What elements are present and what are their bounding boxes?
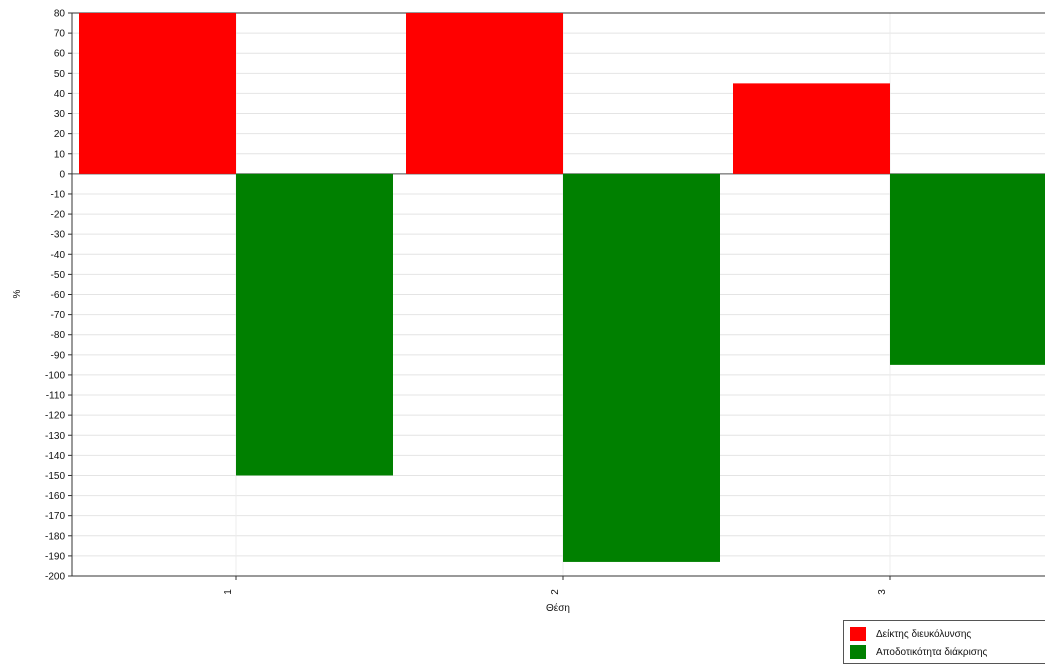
x-tick-label: 2 [550, 589, 561, 595]
bar [236, 173, 393, 476]
y-tick-label: -20 [51, 210, 66, 221]
y-tick-label: -200 [45, 572, 65, 583]
legend-swatch-red [850, 627, 866, 641]
bar [890, 173, 1045, 365]
y-tick-label: 10 [54, 149, 66, 160]
y-tick-label: -60 [51, 290, 66, 301]
y-tick-label: -50 [51, 270, 66, 281]
bar [406, 13, 563, 174]
y-tick-label: -130 [45, 431, 65, 442]
y-axis-ticks: 80 70 60 50 40 30 20 10 0 -10 -20 -30 -40 -50 -60 -70 -8… [45, 9, 72, 583]
y-tick-label: 30 [54, 109, 66, 120]
y-tick-label: -30 [51, 230, 66, 241]
legend-swatch-green [850, 645, 866, 659]
y-tick-label: 70 [54, 29, 66, 40]
x-tick-label: 1 [223, 589, 234, 595]
y-tick-label: -170 [45, 511, 65, 522]
legend-item-series-1: Δείκτης διευκόλυνσης [850, 626, 971, 642]
legend: Δείκτης διευκόλυνσης Αποδοτικότητα διάκρ… [843, 620, 1045, 664]
y-tick-label: 20 [54, 129, 66, 140]
y-tick-label: -160 [45, 491, 65, 502]
y-tick-label: 50 [54, 69, 66, 80]
x-axis-ticks: 1 2 3 [223, 576, 891, 595]
y-tick-label: 40 [54, 89, 66, 100]
y-tick-label: 80 [54, 9, 66, 20]
y-tick-label: -70 [51, 310, 66, 321]
x-axis-title: Θέση [546, 602, 570, 614]
bar [79, 13, 236, 174]
y-tick-label: -90 [51, 350, 66, 361]
legend-item-series-2: Αποδοτικότητα διάκρισης [850, 644, 987, 660]
legend-label: Αποδοτικότητα διάκρισης [876, 646, 988, 658]
y-tick-label: -10 [51, 189, 66, 200]
y-tick-label: 60 [54, 49, 66, 60]
y-tick-label: -150 [45, 471, 65, 482]
bar [563, 173, 720, 562]
bars [79, 13, 1045, 562]
bar [733, 83, 890, 174]
y-tick-label: -100 [45, 370, 65, 381]
y-tick-label: 0 [59, 169, 65, 180]
y-tick-label: -40 [51, 250, 66, 261]
y-tick-label: -110 [46, 391, 66, 402]
x-tick-label: 3 [877, 589, 888, 595]
y-tick-label: -140 [45, 451, 65, 462]
y-tick-label: -180 [45, 531, 65, 542]
legend-label: Δείκτης διευκόλυνσης [876, 628, 972, 640]
y-tick-label: -80 [51, 330, 66, 341]
y-tick-label: -120 [45, 411, 65, 422]
y-tick-label: -190 [45, 551, 65, 562]
y-axis-title: % [12, 289, 23, 298]
